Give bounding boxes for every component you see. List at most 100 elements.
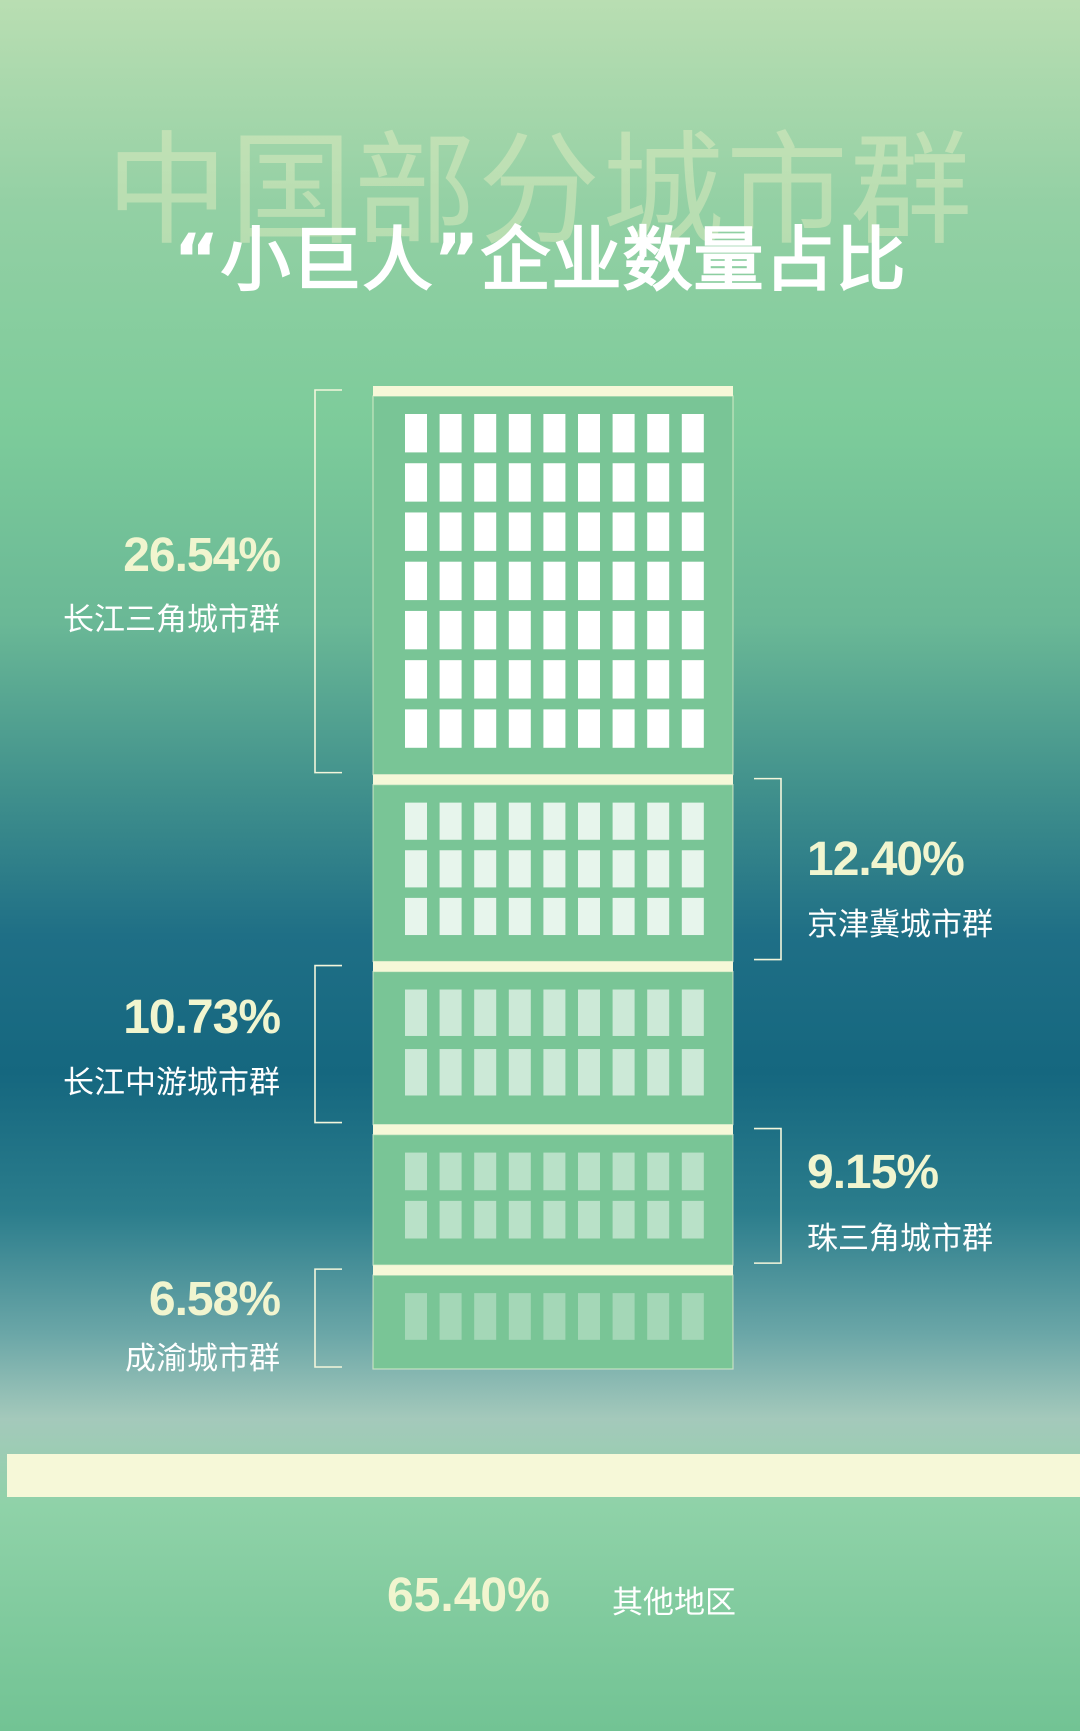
- window: [647, 989, 670, 1036]
- window: [405, 610, 427, 650]
- window: [681, 802, 704, 840]
- window: [647, 610, 670, 650]
- category-label-yangtze-middle: 长江中游城市群: [63, 1065, 280, 1101]
- floor-slab: [373, 961, 733, 972]
- value-label-chengyu: 6.58%: [148, 1273, 281, 1326]
- bracket: [314, 1268, 342, 1368]
- window: [681, 897, 704, 936]
- window: [612, 610, 635, 650]
- value-label-yangtze-middle: 10.73%: [123, 991, 281, 1044]
- window: [612, 414, 635, 453]
- window: [681, 1049, 704, 1096]
- window: [405, 897, 427, 936]
- window: [405, 414, 427, 453]
- window: [578, 512, 600, 551]
- window: [647, 512, 670, 551]
- window: [508, 660, 531, 699]
- window: [508, 1200, 531, 1239]
- window: [681, 1293, 704, 1340]
- window: [439, 802, 462, 840]
- window: [439, 1152, 462, 1191]
- window: [508, 1293, 531, 1340]
- window: [474, 610, 497, 650]
- window: [578, 709, 600, 748]
- window: [474, 989, 497, 1036]
- window: [612, 1200, 635, 1239]
- window: [439, 1200, 462, 1239]
- window: [647, 414, 670, 453]
- window: [474, 897, 497, 936]
- window: [439, 414, 462, 453]
- value-label-jingjinji: 12.40%: [807, 833, 965, 886]
- window: [578, 850, 600, 888]
- window: [474, 1200, 497, 1239]
- window: [543, 561, 566, 601]
- window: [508, 850, 531, 888]
- window: [578, 463, 600, 502]
- window: [474, 850, 497, 888]
- window: [405, 1152, 427, 1191]
- window: [578, 1152, 600, 1191]
- ground-bar: [7, 1454, 1080, 1497]
- window: [508, 610, 531, 650]
- bracket: [754, 1127, 782, 1264]
- window: [612, 802, 635, 840]
- window: [474, 512, 497, 551]
- window: [578, 414, 600, 453]
- window: [508, 414, 531, 453]
- floor-slab: [373, 1124, 733, 1135]
- window: [647, 463, 670, 502]
- window: [508, 989, 531, 1036]
- window: [474, 1152, 497, 1191]
- window: [543, 1200, 566, 1239]
- window: [681, 512, 704, 551]
- window: [543, 802, 566, 840]
- window: [578, 561, 600, 601]
- window: [474, 414, 497, 453]
- window: [612, 1049, 635, 1096]
- window: [543, 463, 566, 502]
- window: [681, 850, 704, 888]
- window: [612, 660, 635, 699]
- window: [439, 1049, 462, 1096]
- category-label-yangtze-delta: 长江三角城市群: [63, 602, 280, 638]
- window: [439, 660, 462, 699]
- window: [405, 709, 427, 748]
- window: [681, 1152, 704, 1191]
- window: [405, 1200, 427, 1239]
- window: [681, 610, 704, 650]
- value-label-other: 65.40%: [387, 1569, 550, 1622]
- building-section: [372, 1274, 734, 1370]
- window: [543, 610, 566, 650]
- chart-title: “小巨人”企业数量占比: [173, 219, 907, 301]
- window: [647, 709, 670, 748]
- window: [543, 512, 566, 551]
- category-label-other: 其他地区: [612, 1585, 736, 1621]
- window: [543, 414, 566, 453]
- window: [647, 1293, 670, 1340]
- window: [647, 850, 670, 888]
- window: [612, 1293, 635, 1340]
- window: [681, 660, 704, 699]
- floor-slab: [373, 1265, 733, 1276]
- window: [508, 897, 531, 936]
- window: [439, 1293, 462, 1340]
- window: [405, 463, 427, 502]
- floor-slab: [373, 386, 733, 396]
- window: [405, 989, 427, 1036]
- category-label-chengyu: 成渝城市群: [125, 1341, 280, 1377]
- window: [578, 1049, 600, 1096]
- window: [543, 989, 566, 1036]
- value-label-pearl-delta: 9.15%: [807, 1146, 939, 1199]
- window: [508, 561, 531, 601]
- window: [681, 561, 704, 601]
- window: [439, 610, 462, 650]
- window: [508, 709, 531, 748]
- window: [405, 1049, 427, 1096]
- window: [578, 897, 600, 936]
- window: [508, 512, 531, 551]
- window: [474, 463, 497, 502]
- window: [405, 1293, 427, 1340]
- window: [681, 1200, 704, 1239]
